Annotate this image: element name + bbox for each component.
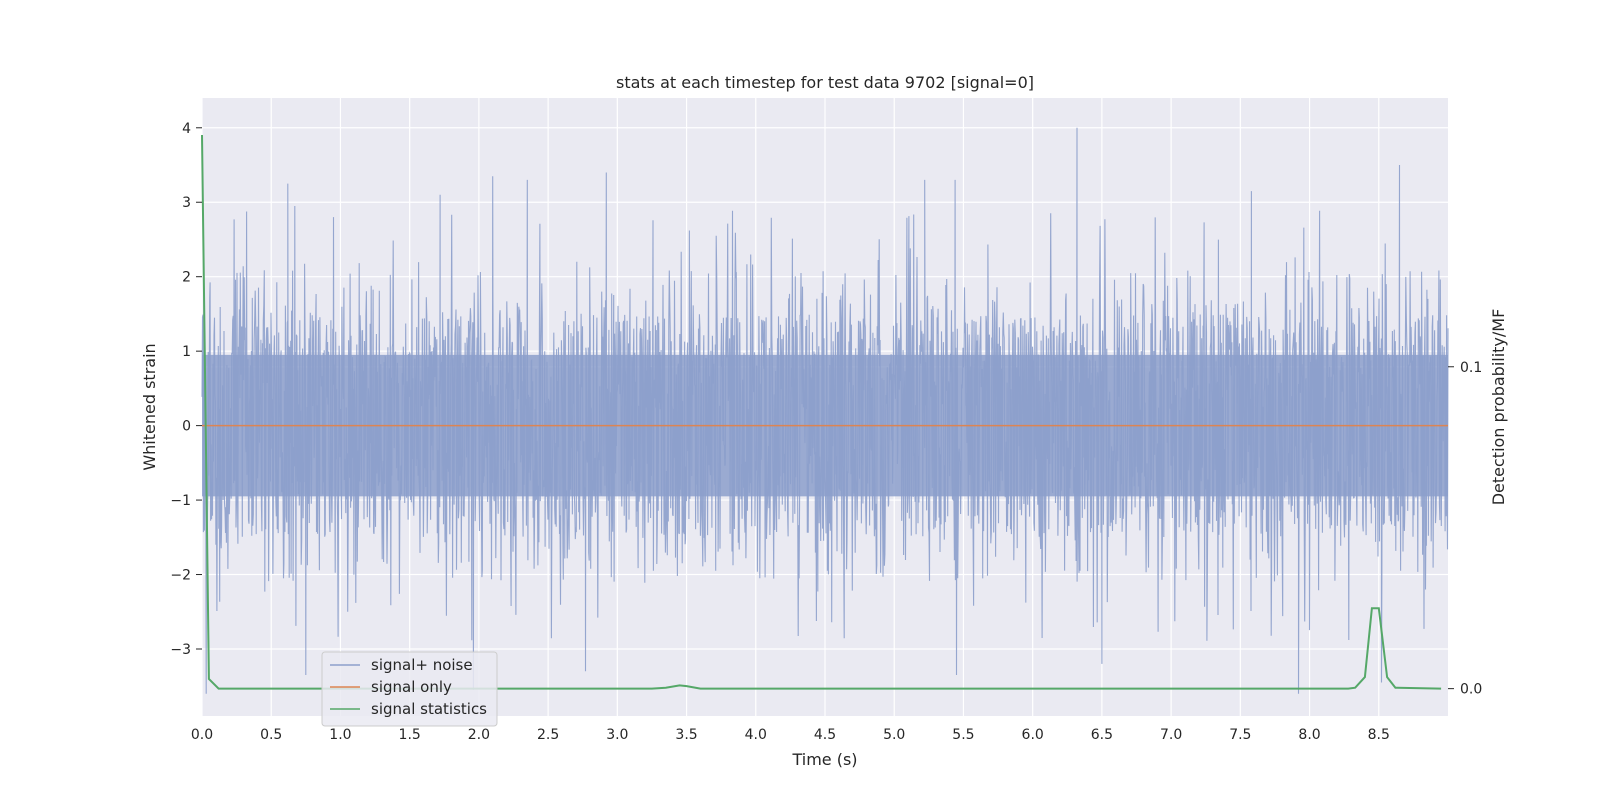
y-tick-label: 0 — [182, 419, 191, 435]
x-tick-label: 1.5 — [399, 727, 421, 743]
x-tick-label: 4.5 — [814, 727, 836, 743]
x-axis-label: Time (s) — [791, 750, 857, 769]
x-tick-label: 6.0 — [1022, 727, 1044, 743]
y-axis-ticks: 4 3 2 1 0 −1 −2 −3 — [170, 121, 202, 658]
y-tick-label: 2 — [182, 270, 191, 286]
x-tick-label: 3.5 — [675, 727, 697, 743]
x-tick-label: 5.5 — [952, 727, 974, 743]
x-tick-label: 7.0 — [1160, 727, 1182, 743]
y-tick-label: −2 — [170, 568, 191, 584]
x-tick-label: 8.5 — [1368, 727, 1390, 743]
legend-label-signal-noise: signal+ noise — [371, 656, 473, 674]
chart-title: stats at each timestep for test data 970… — [616, 73, 1034, 92]
x-tick-label: 1.0 — [329, 727, 351, 743]
y2-tick-label: 0.0 — [1460, 682, 1482, 698]
y2-tick-label: 0.1 — [1460, 360, 1482, 376]
x-tick-label: 6.5 — [1091, 727, 1113, 743]
y-tick-label: −3 — [170, 642, 191, 658]
legend-label-signal-only: signal only — [371, 678, 452, 696]
x-axis-ticks: 0.0 0.5 1.0 1.5 2.0 2.5 3.0 3.5 4.0 4.5 5.0 5.5 6.0 6… — [191, 727, 1390, 743]
y-tick-label: 1 — [182, 344, 191, 360]
y2-axis-ticks: 0.1 0.0 — [1448, 360, 1482, 698]
x-tick-label: 5.0 — [883, 727, 905, 743]
x-tick-label: 2.5 — [537, 727, 559, 743]
x-tick-label: 0.0 — [191, 727, 213, 743]
y-tick-label: −1 — [170, 493, 191, 509]
y-axis-label: Whitened strain — [140, 343, 159, 470]
x-tick-label: 3.0 — [606, 727, 628, 743]
x-tick-label: 2.0 — [468, 727, 490, 743]
legend: signal+ noise signal only signal statist… — [321, 651, 498, 727]
y-tick-label: 3 — [182, 195, 191, 211]
x-tick-label: 0.5 — [260, 727, 282, 743]
legend-box — [321, 651, 498, 727]
y-tick-label: 4 — [182, 121, 191, 137]
x-tick-label: 8.0 — [1298, 727, 1320, 743]
y2-axis-label: Detection probability/MF — [1489, 309, 1508, 506]
x-tick-label: 4.0 — [745, 727, 767, 743]
x-tick-label: 7.5 — [1229, 727, 1251, 743]
legend-label-signal-statistics: signal statistics — [371, 700, 487, 718]
